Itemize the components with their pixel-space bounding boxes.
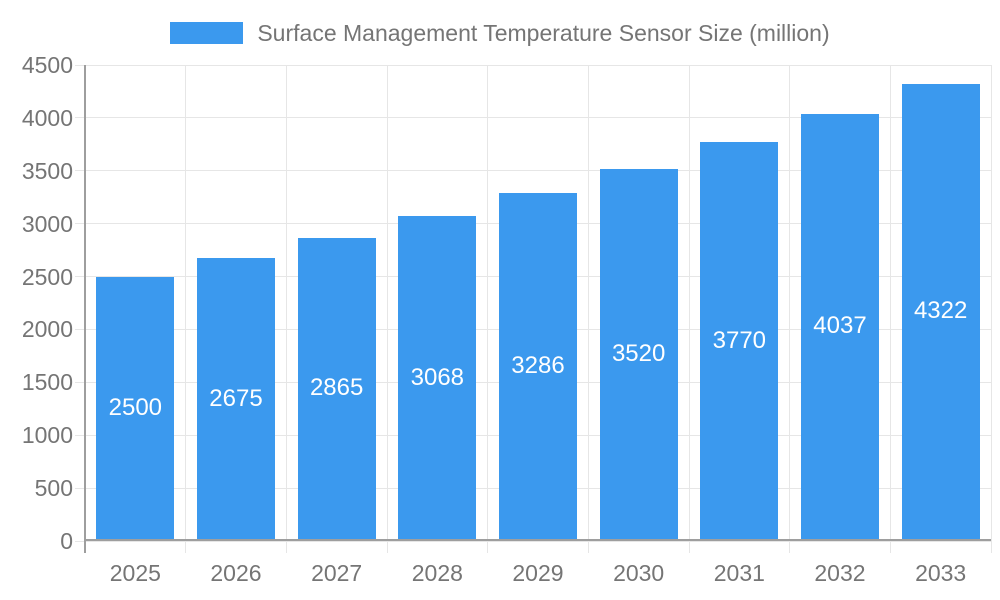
gridline-vertical — [487, 65, 489, 553]
x-axis-label: 2027 — [311, 560, 363, 586]
gridline-vertical — [990, 65, 992, 553]
bar: 2675 — [197, 258, 275, 539]
y-axis-label: 1000 — [21, 422, 73, 449]
y-axis-label: 2000 — [21, 316, 73, 343]
bar-value-label: 3286 — [511, 352, 565, 380]
y-axis-label: 4500 — [21, 52, 73, 78]
chart-title: Surface Management Temperature Sensor Si… — [257, 20, 830, 46]
x-axis-line — [85, 539, 991, 541]
bar: 3770 — [700, 142, 779, 539]
x-axis-label: 2033 — [915, 560, 967, 586]
gridline-horizontal — [75, 64, 991, 66]
bar-value-label: 2865 — [309, 374, 364, 402]
x-axis-label: 2030 — [613, 560, 665, 586]
x-axis-label: 2031 — [713, 560, 765, 586]
gridline-vertical — [688, 65, 690, 553]
bar-value-label: 4322 — [913, 297, 968, 325]
gridline-vertical — [587, 65, 589, 553]
legend: Surface Management Temperature Sensor Si… — [0, 20, 1000, 46]
y-axis-label: 2500 — [21, 263, 73, 290]
gridline-horizontal — [75, 540, 991, 542]
bar: 2865 — [297, 237, 376, 539]
x-axis-label: 2032 — [814, 560, 866, 586]
bar: 2500 — [96, 276, 175, 539]
bar: 3520 — [599, 168, 678, 539]
y-axis-line — [84, 65, 86, 553]
y-axis-label: 3500 — [21, 157, 73, 184]
bar-value-label: 2675 — [209, 384, 263, 412]
x-axis-label: 2028 — [411, 560, 463, 586]
x-axis-label: 2029 — [512, 560, 564, 586]
x-axis-label: 2025 — [109, 560, 161, 586]
y-axis-label: 1500 — [21, 369, 73, 396]
gridline-vertical — [889, 65, 891, 553]
gridline-horizontal — [75, 170, 991, 172]
bar-value-label: 2500 — [108, 393, 163, 421]
gridline-vertical — [185, 65, 187, 553]
gridline-vertical — [789, 65, 791, 553]
gridline-vertical — [285, 65, 287, 553]
bar-value-label: 3068 — [410, 363, 465, 391]
legend-swatch — [170, 22, 244, 44]
gridline-vertical — [386, 65, 388, 553]
gridline-horizontal — [75, 117, 991, 119]
y-axis-label: 4000 — [21, 104, 73, 131]
bar: 4037 — [801, 113, 879, 539]
bar: 4322 — [901, 83, 980, 539]
bar: 3068 — [398, 216, 477, 539]
y-axis-label: 500 — [34, 475, 73, 502]
bar: 3286 — [499, 193, 577, 539]
bar-value-label: 3770 — [712, 326, 767, 354]
bar-value-label: 4037 — [813, 312, 867, 340]
y-axis-label: 0 — [60, 528, 73, 554]
bar-value-label: 3520 — [611, 339, 666, 367]
plot-area: 2500 2675 2865 3068 3286 3520 3770 4037 4322 — [75, 64, 992, 553]
x-axis-label: 2026 — [210, 560, 262, 586]
y-axis-label: 3000 — [21, 210, 73, 237]
